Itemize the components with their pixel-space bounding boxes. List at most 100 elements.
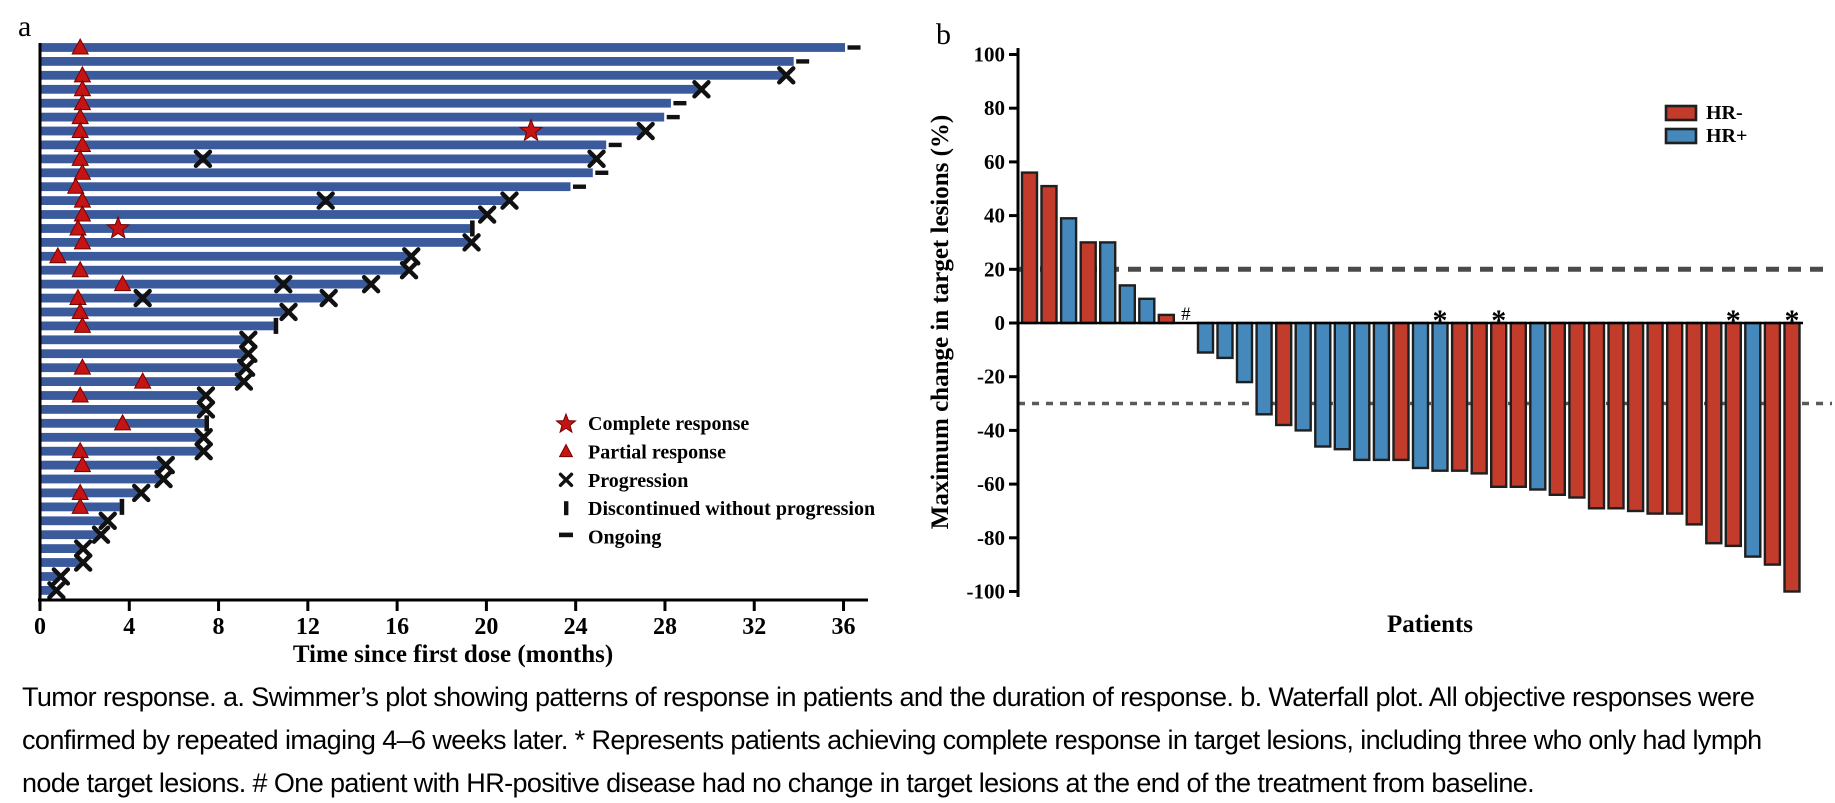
progression-x-icon bbox=[156, 455, 175, 475]
swimmer-bar bbox=[41, 405, 205, 414]
partial-response-triangle-icon bbox=[69, 288, 87, 306]
waterfall-bar-15 bbox=[1294, 321, 1312, 432]
swimmer-bar bbox=[41, 460, 165, 470]
waterfall-bar-24 bbox=[1470, 321, 1488, 475]
progression-x-icon bbox=[636, 121, 655, 141]
progression-x-icon bbox=[196, 400, 216, 419]
partial-response-triangle-icon bbox=[71, 260, 90, 278]
swimmer-bar-row-1 bbox=[41, 37, 861, 55]
bar-HR- bbox=[1724, 321, 1743, 548]
legend-item-dash: Ongoing bbox=[559, 527, 661, 549]
bar-HR- bbox=[1040, 184, 1058, 325]
x-tick-label: 12 bbox=[296, 614, 320, 640]
waterfall-bar-11 bbox=[1216, 321, 1234, 360]
progression-x-icon bbox=[98, 511, 117, 530]
bar-HR- bbox=[1509, 321, 1528, 489]
waterfall-bar-27 bbox=[1529, 321, 1547, 491]
swimmer-bar-row-10 bbox=[41, 163, 609, 180]
x-tick-label: 28 bbox=[653, 614, 677, 640]
discontinued-bar-icon bbox=[470, 220, 475, 237]
x-tick-label: 0 bbox=[34, 614, 46, 640]
legend-item-x: Progression bbox=[558, 470, 688, 492]
swimmer-bar bbox=[41, 112, 665, 122]
bar-HR- bbox=[1705, 321, 1723, 545]
progression-x-icon bbox=[194, 441, 213, 461]
partial-response-triangle-icon bbox=[73, 316, 92, 333]
discontinued-bar-icon bbox=[564, 501, 569, 516]
progression-x-icon bbox=[196, 386, 216, 405]
swimmer-bar bbox=[41, 432, 203, 442]
legend-label: Complete response bbox=[588, 413, 749, 435]
waterfall-bar-34 bbox=[1665, 321, 1684, 515]
ongoing-dash-icon bbox=[595, 170, 609, 175]
progression-x-icon bbox=[319, 288, 338, 308]
x-tick-label: 36 bbox=[832, 614, 856, 640]
swimmer-bar-row-2 bbox=[41, 57, 810, 66]
progression-x-icon bbox=[239, 344, 258, 363]
bar-HR+ bbox=[1059, 217, 1078, 325]
complete-response-star-icon bbox=[105, 215, 131, 239]
bar-HR- bbox=[1763, 321, 1782, 566]
swimmer-bar bbox=[41, 572, 60, 581]
swimmer-bar-row-37 bbox=[41, 539, 93, 558]
swimmer-bar bbox=[41, 544, 82, 553]
complete-response-asterisk: * bbox=[1433, 304, 1448, 337]
swimmer-bar bbox=[41, 558, 82, 567]
swimmer-bar bbox=[41, 84, 700, 94]
swimmer-bar bbox=[41, 168, 593, 178]
swimmer-bar bbox=[41, 391, 205, 400]
partial-response-triangle-icon bbox=[71, 441, 90, 459]
bar-HR- bbox=[1626, 321, 1645, 513]
partial-response-triangle-icon bbox=[71, 149, 90, 166]
y-tick-label: -40 bbox=[977, 418, 1005, 442]
swimmer-bar bbox=[41, 98, 671, 108]
y-tick-label: 80 bbox=[984, 96, 1005, 120]
partial-response-triangle-icon bbox=[73, 232, 92, 250]
progression-x-icon bbox=[279, 302, 298, 322]
legend-swatch bbox=[1664, 104, 1698, 122]
waterfall-bar-9: # bbox=[1181, 304, 1191, 325]
legend-item-star: Complete response bbox=[555, 412, 749, 435]
bar-HR+ bbox=[1353, 321, 1371, 462]
figure-caption: Tumor response. a. Swimmer’s plot showin… bbox=[22, 682, 1762, 798]
progression-x-icon bbox=[477, 205, 497, 224]
x-tick-label: 24 bbox=[564, 614, 588, 640]
bar-HR- bbox=[1646, 321, 1664, 515]
waterfall-bar-5 bbox=[1098, 241, 1117, 325]
panel-b-legend: HR-HR+ bbox=[1664, 102, 1747, 147]
bar-HR+ bbox=[1196, 321, 1215, 354]
swimmer-bar-row-35 bbox=[41, 511, 117, 530]
swimmer-bar-row-27 bbox=[41, 400, 216, 419]
progression-x-icon bbox=[132, 483, 151, 503]
progression-x-icon bbox=[73, 553, 93, 572]
ongoing-dash-icon bbox=[796, 59, 810, 64]
swimmer-bar-row-21 bbox=[41, 316, 279, 334]
progression-x-icon bbox=[154, 469, 173, 489]
swimmer-bar bbox=[41, 154, 595, 164]
bar-HR+ bbox=[1431, 321, 1449, 472]
y-tick-label: -60 bbox=[977, 472, 1005, 496]
legend-label: Partial response bbox=[588, 441, 726, 463]
bar-HR- bbox=[1079, 241, 1097, 325]
ongoing-dash-icon bbox=[666, 114, 680, 120]
y-tick-label: 20 bbox=[984, 257, 1005, 281]
swimmer-bar bbox=[41, 210, 486, 219]
partial-response-triangle-icon bbox=[73, 204, 92, 222]
swimmer-bar-row-32 bbox=[41, 469, 173, 489]
progression-x-icon bbox=[402, 247, 421, 266]
waterfall-bar-16 bbox=[1314, 321, 1332, 448]
panel-a-label: a bbox=[18, 10, 31, 43]
swimmer-bar bbox=[41, 57, 794, 66]
partial-response-triangle-icon bbox=[113, 413, 132, 431]
tumor-response-figure: a 0 4 8 12 16 20 24 28 32 36 Time since first dose … bbox=[18, 10, 1832, 668]
bar-HR+ bbox=[1372, 321, 1391, 462]
progression-x-icon bbox=[316, 191, 335, 210]
partial-response-triangle-icon bbox=[71, 37, 90, 55]
ongoing-dash-icon bbox=[673, 100, 687, 106]
partial-response-triangle-icon bbox=[69, 218, 87, 236]
legend-label: Progression bbox=[588, 470, 688, 492]
waterfall-bar-26 bbox=[1509, 321, 1528, 489]
swimmer-bar-row-23 bbox=[41, 344, 258, 363]
swimmer-bar-row-6 bbox=[41, 107, 680, 125]
